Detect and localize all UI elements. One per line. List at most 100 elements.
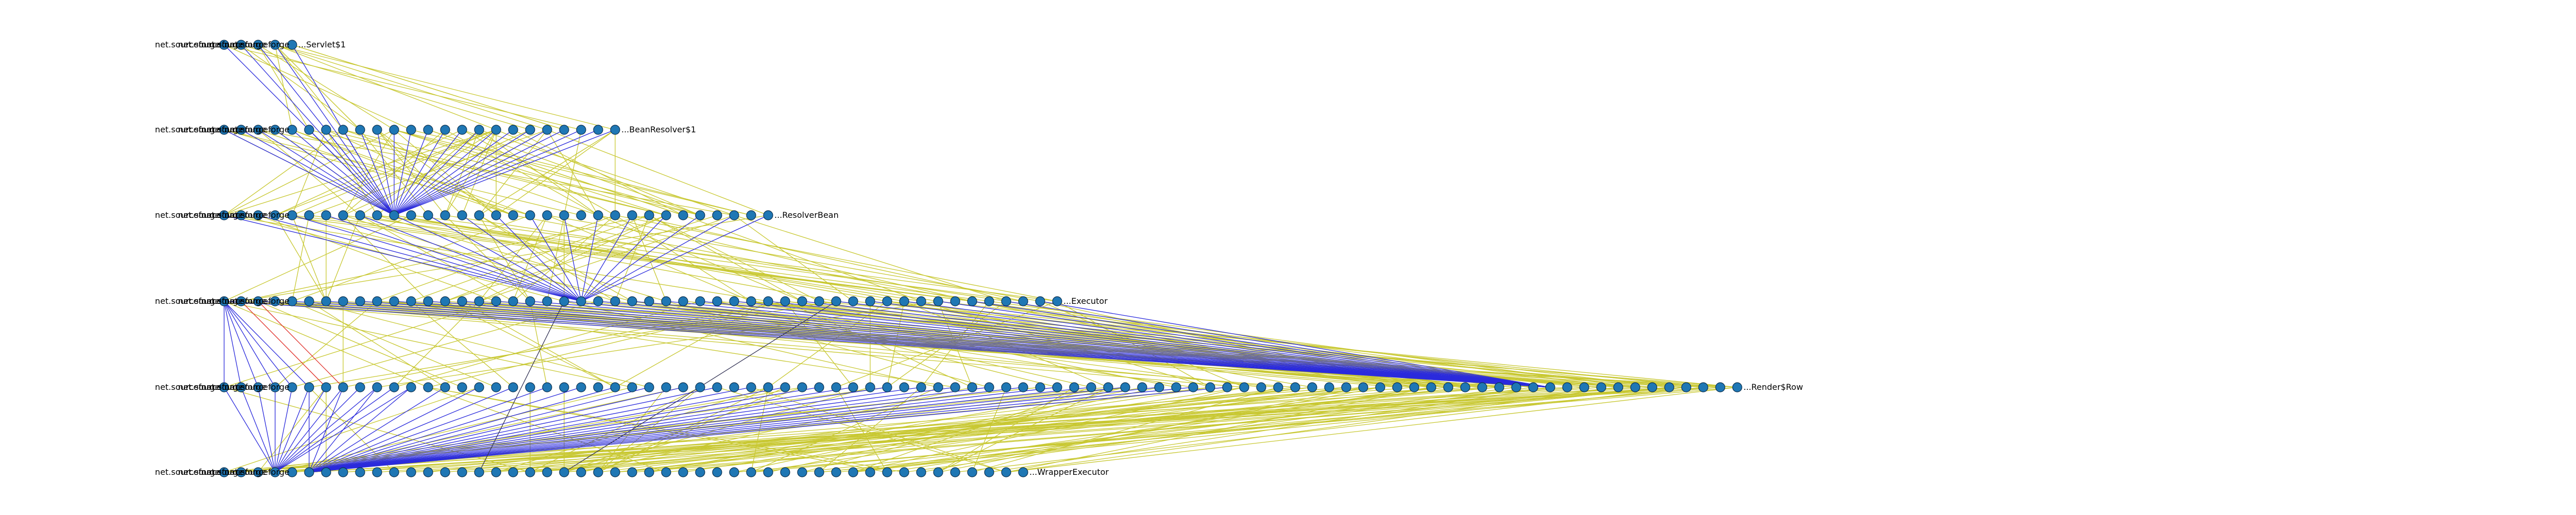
graph-node[interactable]	[882, 467, 892, 477]
graph-node[interactable]	[321, 210, 331, 220]
graph-node[interactable]	[576, 125, 586, 135]
graph-node[interactable]	[933, 467, 943, 477]
graph-node[interactable]	[389, 210, 399, 220]
graph-node[interactable]	[899, 382, 909, 392]
graph-node[interactable]	[253, 40, 263, 50]
graph-node[interactable]	[780, 296, 790, 306]
graph-node[interactable]	[695, 382, 705, 392]
graph-node[interactable]	[1494, 382, 1504, 392]
graph-node[interactable]	[304, 382, 314, 392]
graph-node[interactable]	[678, 296, 688, 306]
graph-node[interactable]	[950, 296, 960, 306]
graph-node[interactable]	[712, 382, 722, 392]
graph-node[interactable]	[355, 467, 365, 477]
graph-node[interactable]	[865, 296, 875, 306]
graph-node[interactable]	[1341, 382, 1351, 392]
graph-node[interactable]	[967, 382, 977, 392]
graph-node[interactable]	[1477, 382, 1487, 392]
graph-node[interactable]	[542, 467, 552, 477]
graph-node[interactable]	[219, 125, 229, 135]
graph-node[interactable]	[610, 125, 620, 135]
graph-node[interactable]	[491, 467, 501, 477]
graph-node[interactable]	[627, 382, 637, 392]
graph-node[interactable]	[644, 210, 654, 220]
graph-node[interactable]	[219, 40, 229, 50]
graph-node[interactable]	[865, 382, 875, 392]
graph-node[interactable]	[338, 382, 348, 392]
graph-node[interactable]	[1001, 467, 1011, 477]
graph-node[interactable]	[304, 467, 314, 477]
graph-node[interactable]	[321, 125, 331, 135]
graph-node[interactable]	[457, 296, 467, 306]
graph-node[interactable]	[287, 296, 297, 306]
graph-node[interactable]	[627, 467, 637, 477]
graph-node[interactable]	[253, 296, 263, 306]
graph-node[interactable]	[627, 210, 637, 220]
graph-node[interactable]	[1154, 382, 1164, 392]
graph-node[interactable]	[593, 296, 603, 306]
graph-node[interactable]	[1018, 296, 1028, 306]
graph-node[interactable]	[236, 467, 246, 477]
graph-node[interactable]	[389, 125, 399, 135]
graph-node[interactable]	[542, 125, 552, 135]
graph-node[interactable]	[287, 125, 297, 135]
graph-node[interactable]	[797, 296, 807, 306]
graph-node[interactable]	[1528, 382, 1538, 392]
graph-node[interactable]	[270, 40, 280, 50]
graph-node[interactable]	[780, 382, 790, 392]
graph-node[interactable]	[525, 210, 535, 220]
graph-node[interactable]	[1392, 382, 1402, 392]
graph-node[interactable]	[219, 382, 229, 392]
graph-node[interactable]	[457, 210, 467, 220]
graph-node[interactable]	[440, 467, 450, 477]
graph-node[interactable]	[882, 296, 892, 306]
graph-node[interactable]	[1188, 382, 1198, 392]
graph-node[interactable]	[389, 382, 399, 392]
graph-node[interactable]	[695, 467, 705, 477]
graph-node[interactable]	[1596, 382, 1606, 392]
graph-node[interactable]	[746, 382, 756, 392]
graph-node[interactable]	[1409, 382, 1419, 392]
graph-node[interactable]	[984, 467, 994, 477]
graph-node[interactable]	[1630, 382, 1640, 392]
graph-node[interactable]	[525, 296, 535, 306]
graph-node[interactable]	[763, 296, 773, 306]
graph-node[interactable]	[797, 467, 807, 477]
graph-node[interactable]	[440, 125, 450, 135]
graph-node[interactable]	[406, 125, 416, 135]
graph-node[interactable]	[729, 210, 739, 220]
graph-node[interactable]	[355, 125, 365, 135]
graph-node[interactable]	[1035, 296, 1045, 306]
graph-node[interactable]	[457, 467, 467, 477]
graph-node[interactable]	[1715, 382, 1725, 392]
graph-node[interactable]	[474, 125, 484, 135]
graph-node[interactable]	[219, 296, 229, 306]
graph-node[interactable]	[508, 125, 518, 135]
graph-node[interactable]	[1426, 382, 1436, 392]
graph-node[interactable]	[1256, 382, 1266, 392]
graph-node[interactable]	[712, 467, 722, 477]
graph-node[interactable]	[457, 382, 467, 392]
graph-node[interactable]	[763, 382, 773, 392]
graph-node[interactable]	[644, 296, 654, 306]
graph-node[interactable]	[1001, 382, 1011, 392]
graph-node[interactable]	[848, 382, 858, 392]
graph-node[interactable]	[270, 125, 280, 135]
graph-node[interactable]	[1052, 382, 1062, 392]
graph-node[interactable]	[219, 210, 229, 220]
graph-node[interactable]	[474, 296, 484, 306]
graph-node[interactable]	[916, 467, 926, 477]
graph-node[interactable]	[1205, 382, 1215, 392]
graph-node[interactable]	[967, 296, 977, 306]
graph-node[interactable]	[1018, 382, 1028, 392]
graph-node[interactable]	[372, 296, 382, 306]
graph-node[interactable]	[610, 210, 620, 220]
graph-node[interactable]	[780, 467, 790, 477]
graph-node[interactable]	[1732, 382, 1742, 392]
graph-node[interactable]	[508, 382, 518, 392]
graph-node[interactable]	[1171, 382, 1181, 392]
graph-node[interactable]	[423, 467, 433, 477]
graph-node[interactable]	[1579, 382, 1589, 392]
graph-node[interactable]	[1664, 382, 1674, 392]
graph-node[interactable]	[661, 382, 671, 392]
